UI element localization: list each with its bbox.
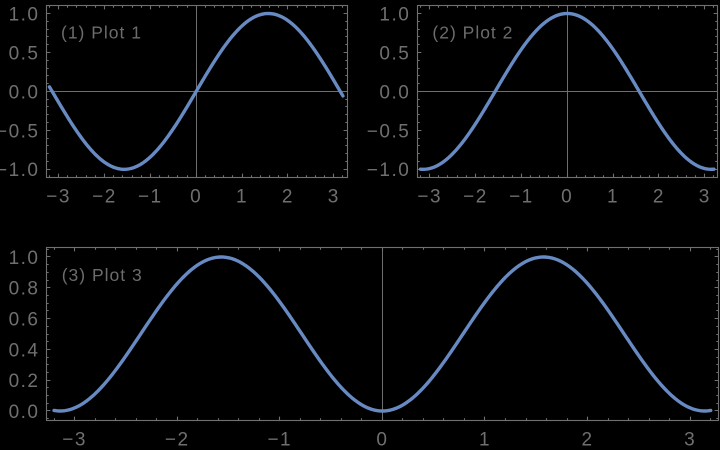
- svg-text:1.0: 1.0: [379, 4, 410, 25]
- svg-text:3: 3: [699, 187, 711, 208]
- svg-text:0.5: 0.5: [9, 43, 40, 64]
- svg-text:−2: −2: [92, 187, 117, 208]
- svg-text:(1) Plot 1: (1) Plot 1: [61, 23, 142, 43]
- svg-text:0.6: 0.6: [9, 310, 40, 331]
- svg-text:1: 1: [607, 187, 619, 208]
- svg-text:0.2: 0.2: [9, 371, 40, 392]
- svg-text:−1: −1: [138, 187, 163, 208]
- svg-text:−3: −3: [46, 187, 71, 208]
- svg-text:−1.0: −1.0: [367, 160, 411, 181]
- svg-text:(3) Plot 3: (3) Plot 3: [62, 265, 143, 285]
- svg-text:1.0: 1.0: [9, 248, 40, 269]
- svg-text:−1: −1: [267, 430, 292, 450]
- svg-text:0.5: 0.5: [379, 43, 410, 64]
- svg-text:2: 2: [653, 187, 665, 208]
- svg-text:1.0: 1.0: [9, 4, 40, 25]
- svg-text:−3: −3: [62, 430, 87, 450]
- svg-text:−2: −2: [463, 187, 488, 208]
- svg-text:0.0: 0.0: [9, 402, 40, 423]
- svg-text:(2) Plot 2: (2) Plot 2: [432, 23, 513, 43]
- svg-text:−0.5: −0.5: [0, 121, 40, 142]
- svg-text:−1: −1: [509, 187, 534, 208]
- svg-text:−3: −3: [417, 187, 442, 208]
- svg-text:−0.5: −0.5: [367, 121, 411, 142]
- svg-text:0.8: 0.8: [9, 279, 40, 300]
- svg-text:−1.0: −1.0: [0, 160, 40, 181]
- svg-text:1: 1: [236, 187, 248, 208]
- svg-text:0.4: 0.4: [9, 340, 40, 361]
- svg-text:0: 0: [376, 430, 388, 450]
- svg-text:0.0: 0.0: [379, 82, 410, 103]
- svg-text:3: 3: [328, 187, 340, 208]
- svg-text:−2: −2: [165, 430, 190, 450]
- svg-text:0: 0: [190, 187, 202, 208]
- svg-text:2: 2: [582, 430, 594, 450]
- svg-text:0.0: 0.0: [9, 82, 40, 103]
- svg-text:3: 3: [684, 430, 696, 450]
- svg-text:0: 0: [561, 187, 573, 208]
- svg-text:2: 2: [282, 187, 294, 208]
- svg-text:1: 1: [479, 430, 491, 450]
